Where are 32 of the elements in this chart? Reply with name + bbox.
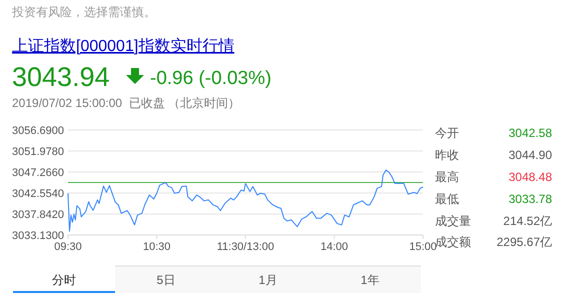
category-label: 1月 bbox=[258, 273, 278, 287]
text: 3042.58 bbox=[508, 126, 552, 140]
category-label: 昨收 bbox=[435, 148, 459, 162]
text: 3033.78 bbox=[508, 192, 552, 206]
y-tick-label: 3051.9780 bbox=[12, 146, 64, 158]
y-tick-label: 3037.8420 bbox=[12, 209, 64, 221]
text: 3044.90 bbox=[508, 148, 552, 162]
category-label: 最高 bbox=[435, 170, 459, 184]
y-tick-label: 3056.6900 bbox=[12, 125, 64, 137]
y-tick-label: 3042.5540 bbox=[12, 188, 64, 200]
category-label: 分时 bbox=[52, 273, 76, 287]
chart-title: 上证指数[000001]指数实时行情 bbox=[12, 37, 234, 55]
category-label: 1年 bbox=[360, 273, 380, 287]
category-label: 成交量 bbox=[435, 214, 471, 228]
x-tick-label: 14:00 bbox=[320, 241, 348, 253]
text: 3043.94 bbox=[12, 62, 110, 92]
category-label: 5日 bbox=[156, 273, 176, 287]
text: 2295.67亿 bbox=[496, 235, 552, 249]
x-tick-label: 11:30/13:00 bbox=[216, 241, 274, 253]
x-tick-label: 09:30 bbox=[54, 241, 82, 253]
y-tick-label: 3033.1300 bbox=[12, 230, 64, 242]
text: 214.52亿 bbox=[503, 214, 552, 228]
x-tick-label: 15:00 bbox=[409, 241, 437, 253]
x-tick-label: 10:30 bbox=[142, 241, 171, 253]
text: 投资有风险，选择需谨慎。 bbox=[11, 5, 156, 19]
category-label: 今开 bbox=[435, 126, 459, 140]
category-label: 最低 bbox=[435, 192, 459, 206]
y-tick-label: 3047.2660 bbox=[12, 167, 64, 179]
text: 2019/07/02 15:00:00 已收盘 （北京时间） bbox=[12, 96, 240, 110]
category-label: 成交额 bbox=[435, 235, 471, 249]
text: -0.96 (-0.03%) bbox=[150, 68, 272, 89]
text: 3048.48 bbox=[508, 170, 552, 184]
